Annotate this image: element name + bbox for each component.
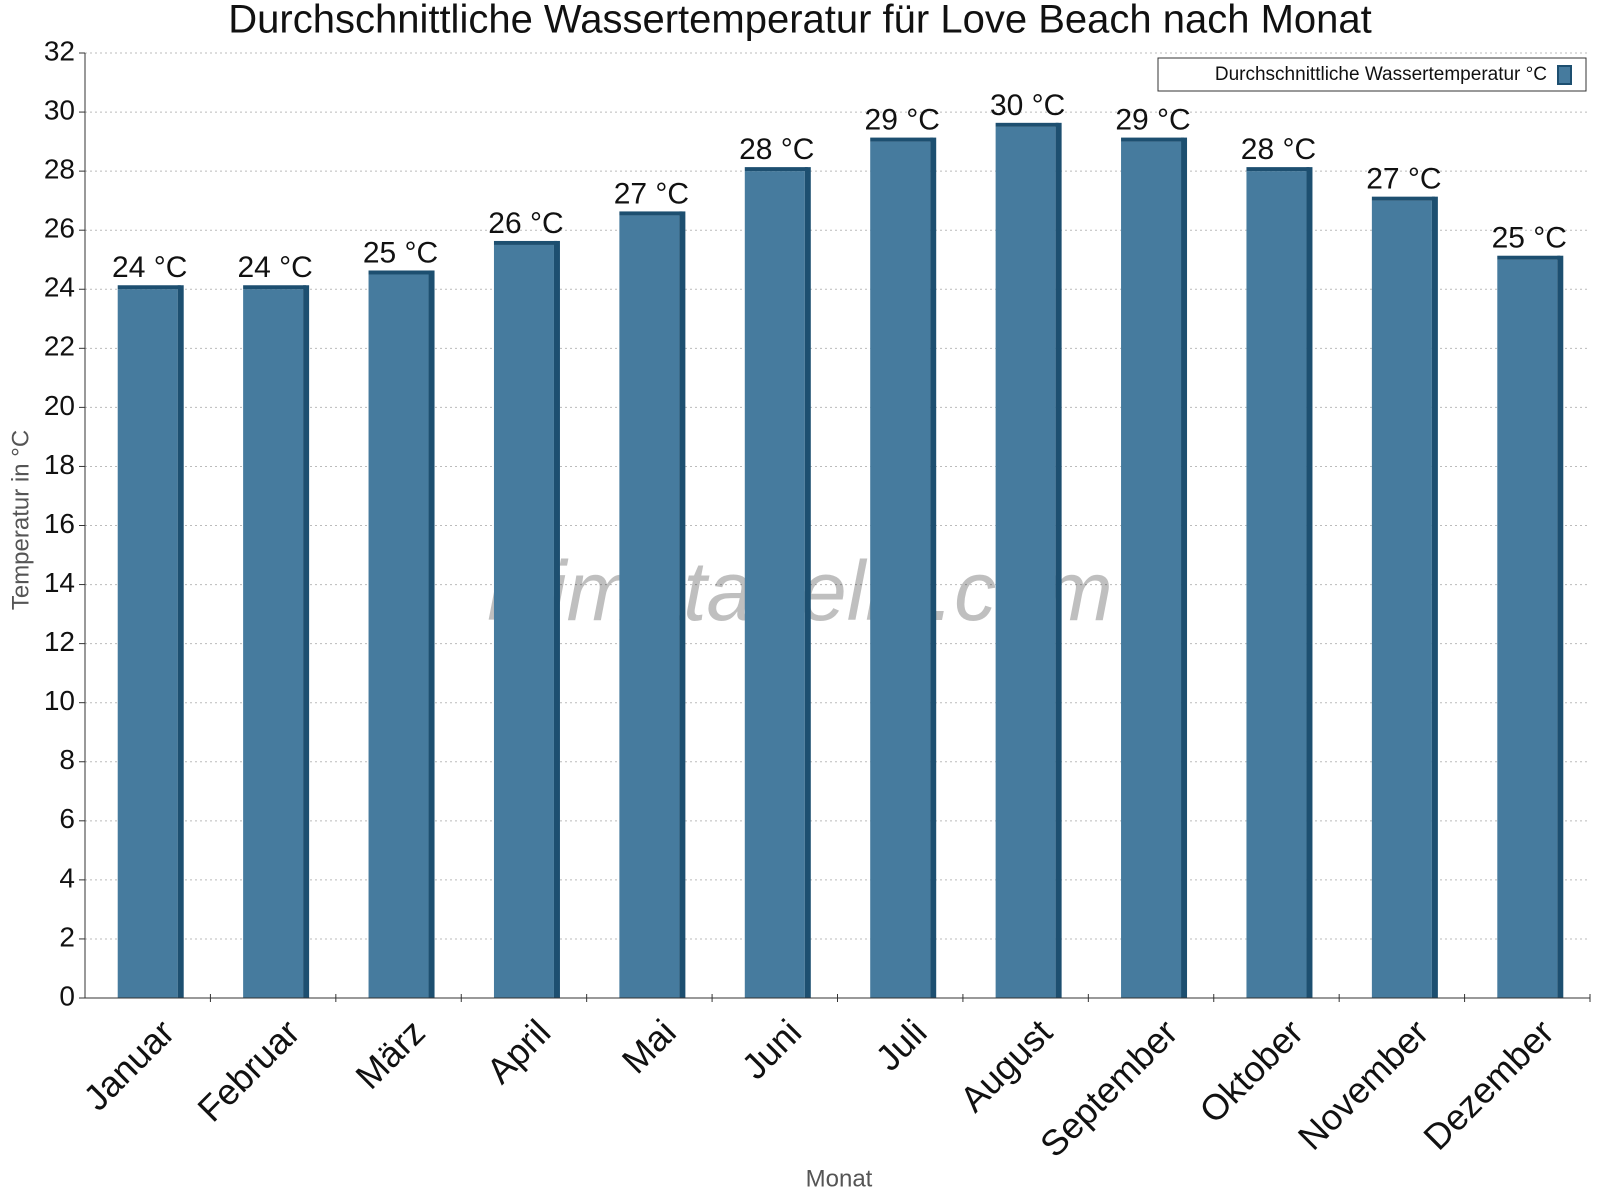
bar	[243, 289, 304, 998]
data-label: 24 °C	[112, 251, 187, 284]
y-tick-label: 12	[44, 626, 75, 657]
bar-top	[995, 122, 1059, 127]
y-axis-title: Temperatur in °C	[7, 430, 34, 610]
legend-box	[1157, 57, 1587, 92]
y-tick-label: 14	[44, 567, 75, 598]
x-axis-title: Monat	[806, 1165, 873, 1192]
y-tick-label: 2	[59, 921, 75, 952]
bar-side	[1055, 122, 1062, 998]
data-label: 29 °C	[1115, 104, 1190, 137]
data-label: 28 °C	[739, 133, 814, 166]
x-tick-label: März	[347, 1011, 433, 1097]
bar	[870, 141, 931, 998]
bar-side	[428, 270, 435, 998]
bar	[1371, 200, 1432, 998]
y-tick-label: 22	[44, 331, 75, 362]
data-label: 26 °C	[488, 207, 563, 240]
bar-top	[368, 270, 432, 275]
bar	[995, 126, 1056, 998]
x-tick-label: Juli	[867, 1011, 934, 1078]
x-tick-label: November	[1290, 1011, 1436, 1157]
data-label: 28 °C	[1241, 133, 1316, 166]
bar	[1497, 259, 1558, 998]
bar	[1121, 141, 1182, 998]
y-tick-label: 24	[44, 272, 75, 303]
data-label: 27 °C	[1366, 163, 1441, 196]
bar-side	[804, 167, 811, 998]
y-tick-label: 30	[44, 94, 75, 125]
y-tick-label: 4	[59, 862, 75, 893]
x-tick-label: Februar	[189, 1011, 307, 1129]
y-tick-label: 28	[44, 154, 75, 185]
x-tick-label: September	[1032, 1011, 1186, 1165]
bar	[493, 244, 554, 998]
bar-top	[870, 137, 934, 142]
bar-side	[1306, 167, 1313, 998]
x-tick-label: Dezember	[1415, 1011, 1561, 1157]
bar-top	[1121, 137, 1185, 142]
data-label: 25 °C	[1492, 222, 1567, 255]
bar-top	[243, 285, 307, 290]
bar-side	[303, 285, 310, 998]
y-tick-label: 16	[44, 508, 75, 539]
bar-top	[1246, 167, 1310, 172]
x-tick-label: Oktober	[1191, 1011, 1311, 1131]
y-tick-label: 32	[44, 35, 75, 66]
chart-title: Durchschnittliche Wassertemperatur für L…	[228, 0, 1372, 42]
bar-side	[930, 137, 937, 998]
bar-side	[553, 240, 560, 998]
y-tick-label: 6	[59, 803, 75, 834]
data-label: 24 °C	[237, 251, 312, 284]
x-tick-label: April	[478, 1011, 558, 1091]
x-tick-label: Januar	[75, 1011, 182, 1118]
bar-side	[679, 211, 686, 998]
bar-side	[1431, 196, 1438, 998]
legend-swatch	[1557, 65, 1572, 85]
bar-top	[1371, 196, 1435, 201]
bar	[117, 289, 178, 998]
bar-top	[619, 211, 683, 216]
y-tick-label: 0	[59, 980, 75, 1011]
bar-top	[493, 240, 557, 245]
bar	[368, 274, 429, 998]
x-tick-label: Juni	[733, 1011, 809, 1087]
y-tick-label: 18	[44, 449, 75, 480]
bar-side	[177, 285, 184, 998]
bar	[744, 171, 805, 998]
bar-top	[117, 285, 181, 290]
data-label: 29 °C	[865, 104, 940, 137]
bar	[1246, 171, 1307, 998]
y-tick-label: 8	[59, 744, 75, 775]
data-label: 30 °C	[990, 89, 1065, 122]
legend: Durchschnittliche Wassertemperatur °C	[1157, 57, 1587, 92]
bar-side	[1181, 137, 1188, 998]
data-label: 25 °C	[363, 236, 438, 269]
bar-top	[1497, 255, 1561, 260]
y-tick-label: 26	[44, 213, 75, 244]
bar	[619, 215, 680, 998]
bar-top	[744, 167, 808, 172]
legend-label: Durchschnittliche Wassertemperatur °C	[1215, 64, 1547, 85]
y-tick-label: 10	[44, 685, 75, 716]
bar-side	[1557, 255, 1564, 998]
x-tick-label: August	[952, 1011, 1060, 1119]
y-tick-label: 20	[44, 390, 75, 421]
data-label: 27 °C	[614, 177, 689, 210]
x-tick-label: Mai	[614, 1011, 684, 1081]
